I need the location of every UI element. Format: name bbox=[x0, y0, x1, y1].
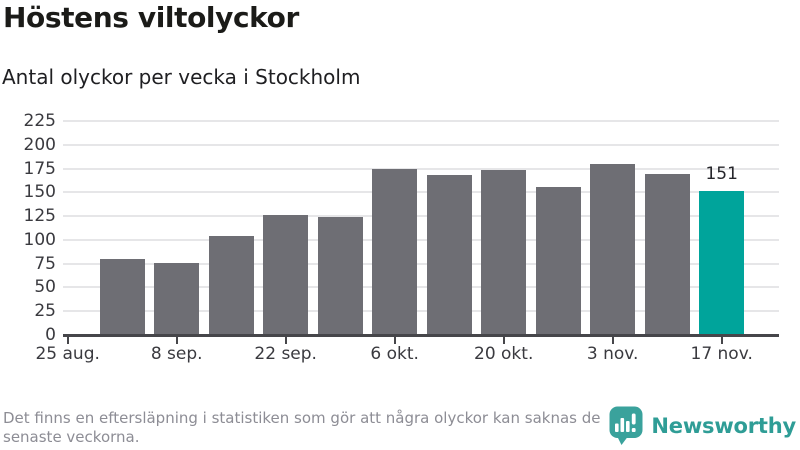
x-axis-line bbox=[63, 334, 779, 337]
x-tick-label: 17 nov. bbox=[690, 344, 753, 364]
y-gridline bbox=[63, 143, 779, 146]
x-tick-label: 20 okt. bbox=[474, 344, 534, 364]
x-tick bbox=[393, 337, 396, 344]
x-tick-label: 25 aug. bbox=[35, 344, 100, 364]
y-gridline bbox=[63, 191, 779, 194]
x-tick-label: 22 sep. bbox=[254, 344, 317, 364]
bar bbox=[535, 186, 581, 335]
y-gridline bbox=[63, 120, 779, 123]
y-axis-label: 75 bbox=[34, 253, 56, 274]
y-axis-label: 0 bbox=[45, 325, 56, 345]
x-tick bbox=[284, 337, 287, 344]
bar bbox=[644, 174, 690, 335]
x-tick bbox=[175, 337, 178, 344]
y-gridline bbox=[63, 238, 779, 241]
chart-title: Höstens viltolyckor bbox=[3, 1, 299, 34]
bar bbox=[590, 163, 636, 335]
x-tick bbox=[66, 337, 69, 344]
x-tick-label: 6 okt. bbox=[370, 344, 419, 364]
y-axis-label: 225 bbox=[23, 111, 56, 132]
y-axis-label: 25 bbox=[34, 301, 56, 322]
x-tick bbox=[611, 337, 614, 344]
y-axis-label: 200 bbox=[23, 134, 56, 155]
y-gridline bbox=[63, 215, 779, 218]
bar-highlighted bbox=[699, 191, 745, 335]
x-tick-label: 3 nov. bbox=[586, 344, 639, 364]
highlight-value-label: 151 bbox=[705, 164, 738, 185]
y-gridline bbox=[63, 167, 779, 170]
y-axis-label: 125 bbox=[23, 206, 56, 227]
x-tick bbox=[502, 337, 505, 344]
bar bbox=[426, 175, 472, 335]
y-axis-label: 50 bbox=[34, 277, 56, 298]
newsworthy-logo: Newsworthy bbox=[609, 406, 796, 446]
newsworthy-logo-icon bbox=[609, 406, 643, 445]
y-axis-label: 150 bbox=[23, 182, 56, 203]
y-axis-label: 100 bbox=[23, 229, 56, 250]
bar bbox=[154, 262, 200, 335]
x-tick-label: 8 sep. bbox=[150, 344, 203, 364]
newsworthy-logo-text: Newsworthy bbox=[651, 414, 796, 438]
footnote: Det finns en eftersläpning i statistiken… bbox=[3, 409, 601, 446]
bar bbox=[481, 169, 527, 335]
y-axis-label: 175 bbox=[23, 158, 56, 179]
bar bbox=[317, 217, 363, 335]
y-gridline bbox=[63, 310, 779, 313]
y-gridline bbox=[63, 286, 779, 289]
bar bbox=[99, 258, 145, 335]
bar bbox=[372, 168, 418, 335]
x-tick bbox=[720, 337, 723, 344]
bar bbox=[208, 236, 254, 335]
y-gridline bbox=[63, 262, 779, 265]
bar bbox=[263, 215, 309, 335]
chart-subtitle: Antal olyckor per vecka i Stockholm bbox=[2, 65, 361, 89]
